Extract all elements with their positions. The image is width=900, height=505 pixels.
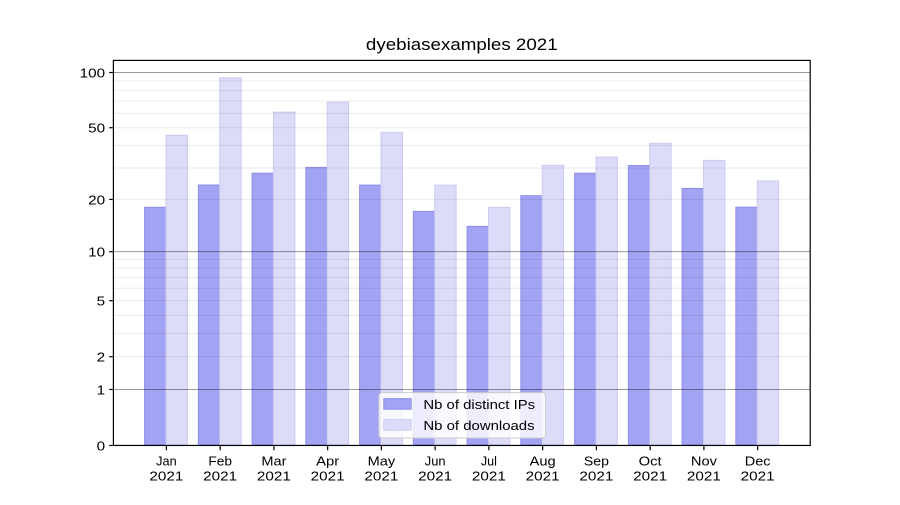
svg-text:2021: 2021 bbox=[418, 468, 452, 483]
svg-text:2021: 2021 bbox=[687, 468, 721, 483]
svg-text:2021: 2021 bbox=[311, 468, 345, 483]
svg-text:Jun: Jun bbox=[425, 453, 446, 468]
svg-text:10: 10 bbox=[88, 245, 105, 260]
svg-text:Jul: Jul bbox=[481, 453, 497, 468]
svg-text:0: 0 bbox=[97, 438, 106, 453]
svg-text:2021: 2021 bbox=[633, 468, 667, 483]
svg-text:20: 20 bbox=[88, 192, 105, 207]
svg-text:2021: 2021 bbox=[149, 468, 183, 483]
svg-text:100: 100 bbox=[80, 65, 105, 80]
svg-text:1: 1 bbox=[97, 382, 106, 397]
svg-text:dyebiasexamples 2021: dyebiasexamples 2021 bbox=[366, 36, 558, 54]
svg-text:May: May bbox=[368, 453, 396, 468]
svg-text:2021: 2021 bbox=[257, 468, 291, 483]
svg-text:2021: 2021 bbox=[472, 468, 506, 483]
svg-text:Apr: Apr bbox=[316, 453, 340, 468]
svg-text:Dec: Dec bbox=[745, 453, 771, 468]
svg-text:Nb of distinct IPs: Nb of distinct IPs bbox=[423, 397, 535, 412]
svg-text:Mar: Mar bbox=[261, 453, 287, 468]
svg-text:Feb: Feb bbox=[208, 453, 232, 468]
svg-text:2: 2 bbox=[97, 350, 106, 365]
svg-text:Sep: Sep bbox=[584, 453, 609, 468]
svg-text:Oct: Oct bbox=[639, 453, 662, 468]
svg-text:5: 5 bbox=[97, 294, 106, 309]
svg-text:50: 50 bbox=[88, 121, 105, 136]
svg-text:Aug: Aug bbox=[530, 453, 556, 468]
svg-text:2021: 2021 bbox=[364, 468, 398, 483]
svg-text:2021: 2021 bbox=[579, 468, 613, 483]
svg-text:Nb of downloads: Nb of downloads bbox=[423, 418, 535, 433]
svg-text:2021: 2021 bbox=[526, 468, 560, 483]
svg-text:2021: 2021 bbox=[741, 468, 775, 483]
svg-text:Nov: Nov bbox=[691, 453, 717, 468]
svg-text:2021: 2021 bbox=[203, 468, 237, 483]
svg-text:Jan: Jan bbox=[156, 453, 177, 468]
